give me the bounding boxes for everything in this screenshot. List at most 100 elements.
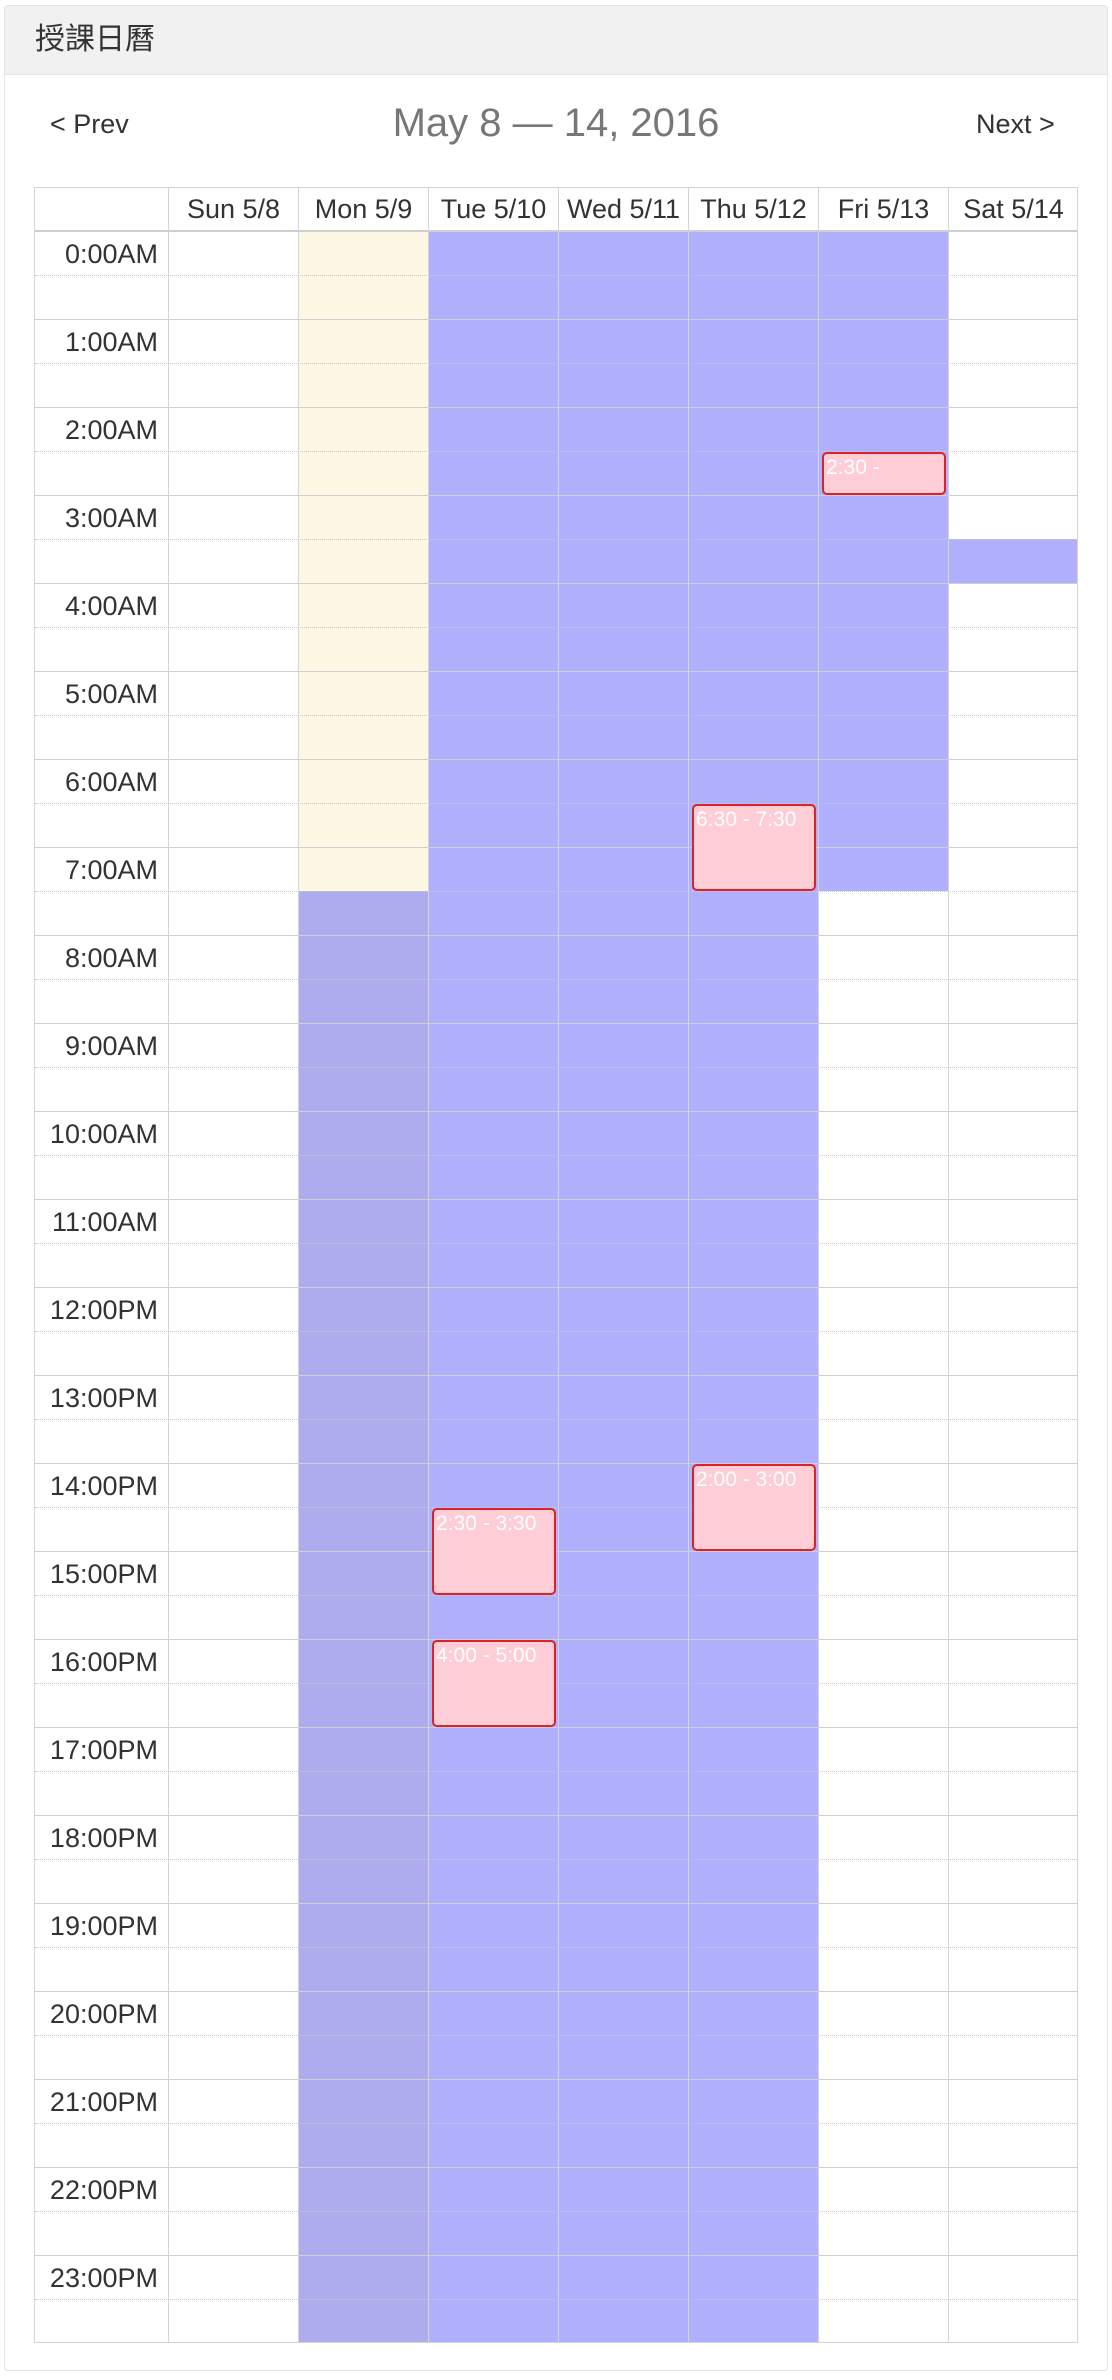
time-label: 7:00AM [64, 855, 158, 885]
hour-line [35, 407, 1077, 408]
available-slot [688, 231, 818, 2342]
hour-line [35, 231, 1077, 232]
half-hour-line [35, 539, 1077, 540]
day-header: Thu 5/12 [688, 188, 818, 230]
hour-line [35, 671, 1077, 672]
half-hour-line [35, 1947, 1077, 1948]
hour-line [35, 1111, 1077, 1112]
half-hour-line [35, 1683, 1077, 1684]
lesson-event[interactable]: 2:30 - 3:30 [432, 1508, 556, 1595]
hour-line [35, 319, 1077, 320]
hour-line [35, 1639, 1077, 1640]
half-hour-line [35, 275, 1077, 276]
time-label: 20:00PM [49, 1999, 158, 2029]
time-label: 10:00AM [49, 1119, 158, 1149]
half-hour-line [35, 1595, 1077, 1596]
lesson-event[interactable]: 6:30 - 7:30 [692, 804, 816, 891]
time-label: 22:00PM [49, 2175, 158, 2205]
half-hour-line [35, 1243, 1077, 1244]
hour-line [35, 1815, 1077, 1816]
half-hour-line [35, 1771, 1077, 1772]
time-label: 17:00PM [49, 1735, 158, 1765]
time-label: 3:00AM [64, 503, 158, 533]
day-column-divider [298, 188, 299, 2342]
prev-week-button[interactable]: < Prev [50, 109, 129, 139]
hour-line [35, 1023, 1077, 1024]
time-label: 11:00AM [51, 1207, 158, 1237]
date-range-title: May 8 — 14, 2016 [392, 101, 720, 145]
half-hour-line [35, 1067, 1077, 1068]
time-label: 12:00PM [49, 1295, 158, 1325]
time-label: 14:00PM [49, 1471, 158, 1501]
hour-line [35, 1375, 1077, 1376]
day-header: Sun 5/8 [168, 188, 298, 230]
available-slot [818, 231, 948, 891]
hour-line [35, 2167, 1077, 2168]
day-column-divider [688, 188, 689, 2342]
time-label: 0:00AM [64, 239, 158, 269]
panel-header: 授課日曆 [5, 6, 1107, 75]
hour-line [35, 583, 1077, 584]
half-hour-line [35, 891, 1077, 892]
hour-line [35, 935, 1077, 936]
hour-line [35, 1727, 1077, 1728]
half-hour-line [35, 1331, 1077, 1332]
hour-line [35, 495, 1077, 496]
hour-line [35, 2255, 1077, 2256]
next-week-button[interactable]: Next > [976, 109, 1055, 139]
time-header-cell [35, 188, 168, 230]
today-highlight [298, 231, 428, 891]
lesson-event[interactable]: 2:00 - 3:00 [692, 1464, 816, 1551]
day-header: Fri 5/13 [818, 188, 948, 230]
half-hour-line [35, 979, 1077, 980]
hour-line [35, 847, 1077, 848]
available-slot [428, 231, 558, 2342]
hour-line [35, 1463, 1077, 1464]
time-label: 19:00PM [49, 1911, 158, 1941]
half-hour-line [35, 715, 1077, 716]
day-header: Sat 5/14 [948, 188, 1077, 230]
half-hour-line [35, 2123, 1077, 2124]
time-label: 16:00PM [49, 1647, 158, 1677]
day-column-divider [428, 188, 429, 2342]
hour-line [35, 1287, 1077, 1288]
day-column-divider [168, 188, 169, 2342]
half-hour-line [35, 1507, 1077, 1508]
time-label: 1:00AM [64, 327, 158, 357]
lesson-event[interactable]: 4:00 - 5:00 [432, 1640, 556, 1727]
half-hour-line [35, 363, 1077, 364]
half-hour-line [35, 1155, 1077, 1156]
half-hour-line [35, 451, 1077, 452]
half-hour-line [35, 1419, 1077, 1420]
header-divider [35, 230, 1077, 231]
day-column-divider [558, 188, 559, 2342]
time-label: 4:00AM [64, 591, 158, 621]
half-hour-line [35, 2299, 1077, 2300]
available-slot [948, 539, 1077, 583]
available-slot [558, 231, 688, 2342]
half-hour-line [35, 803, 1077, 804]
available-slot [298, 891, 428, 2342]
lesson-event[interactable]: 2:30 - [822, 452, 946, 495]
day-column-divider [818, 188, 819, 2342]
time-label: 2:00AM [64, 415, 158, 445]
time-label: 15:00PM [49, 1559, 158, 1589]
time-label: 9:00AM [64, 1031, 158, 1061]
hour-line [35, 1991, 1077, 1992]
day-header: Mon 5/9 [298, 188, 428, 230]
day-header: Tue 5/10 [428, 188, 558, 230]
half-hour-line [35, 627, 1077, 628]
time-label: 8:00AM [64, 943, 158, 973]
hour-line [35, 1551, 1077, 1552]
time-label: 13:00PM [49, 1383, 158, 1413]
time-label: 18:00PM [49, 1823, 158, 1853]
day-header: Wed 5/11 [558, 188, 688, 230]
hour-line [35, 1199, 1077, 1200]
week-calendar-grid: Sun 5/8 Mon 5/9 Tue 5/10 Wed 5/11 Thu 5/12 Fr… [34, 187, 1078, 2343]
half-hour-line [35, 1859, 1077, 1860]
panel-title: 授課日曆 [35, 23, 155, 56]
hour-line [35, 759, 1077, 760]
half-hour-line [35, 2035, 1077, 2036]
time-label: 23:00PM [49, 2263, 158, 2293]
hour-line [35, 2079, 1077, 2080]
